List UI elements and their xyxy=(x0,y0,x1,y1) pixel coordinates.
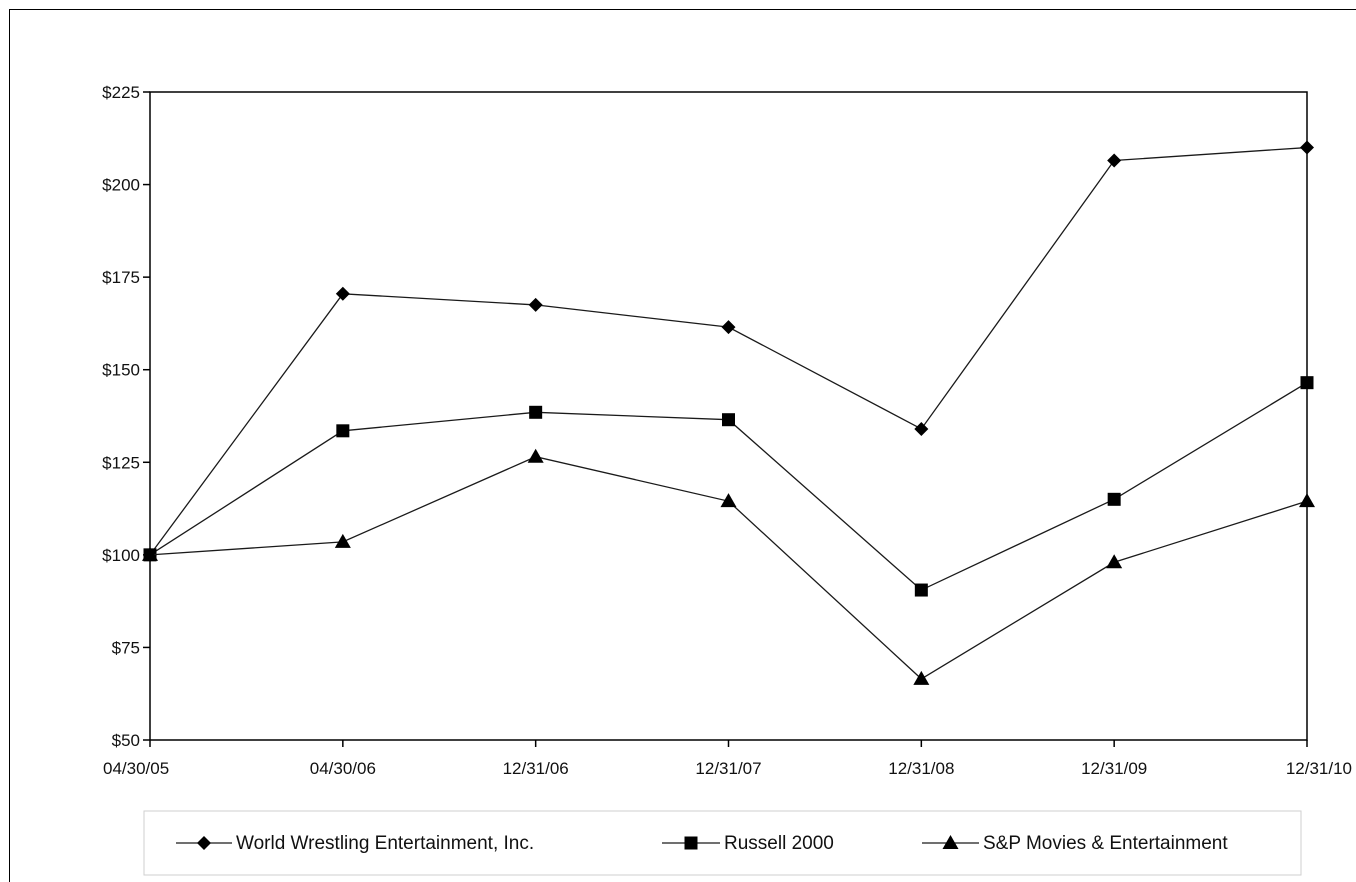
series-layer xyxy=(142,140,1315,685)
data-point-triangle xyxy=(1299,493,1315,508)
legend-item-square: Russell 2000 xyxy=(662,833,834,854)
legend-label: World Wrestling Entertainment, Inc. xyxy=(236,833,534,854)
data-point-triangle xyxy=(334,533,351,548)
chart-frame xyxy=(9,9,1356,882)
series-triangle xyxy=(142,448,1315,685)
y-axis: $50 $75 $100 $125 $150 $175 $200 $225 xyxy=(102,83,150,750)
y-tick-label: $150 xyxy=(102,361,140,380)
legend-marker-triangle xyxy=(942,835,959,849)
y-tick-label: $175 xyxy=(102,268,140,287)
legend-label: Russell 2000 xyxy=(724,833,834,854)
data-point-triangle xyxy=(913,670,930,685)
x-tick-label: 12/31/10 xyxy=(1286,759,1352,778)
legend: World Wrestling Entertainment, Inc. Russe… xyxy=(143,810,1302,876)
legend-marker-square xyxy=(684,836,698,850)
legend-label: S&P Movies & Entertainment xyxy=(983,833,1228,854)
x-tick-label: 04/30/06 xyxy=(310,759,376,778)
data-point-diamond xyxy=(528,297,543,312)
series-line-triangle xyxy=(149,456,1308,680)
y-tick-label: $225 xyxy=(102,83,140,102)
y-tick-label: $75 xyxy=(112,638,140,657)
x-tick-label: 04/30/05 xyxy=(103,759,169,778)
data-point-square xyxy=(1107,492,1121,506)
data-point-diamond xyxy=(1300,140,1314,155)
series-square xyxy=(143,376,1314,597)
data-point-square xyxy=(336,424,350,438)
data-point-square xyxy=(914,583,928,597)
data-point-square xyxy=(1300,376,1314,390)
y-tick-label: $50 xyxy=(112,731,140,750)
data-point-diamond xyxy=(335,286,350,301)
data-point-diamond xyxy=(914,421,929,436)
data-point-square xyxy=(529,405,543,419)
data-point-triangle xyxy=(142,546,158,561)
y-tick-label: $100 xyxy=(102,546,140,565)
legend-box xyxy=(143,810,1302,876)
x-tick-label: 12/31/07 xyxy=(695,759,761,778)
x-tick-label: 12/31/09 xyxy=(1081,759,1147,778)
data-point-square xyxy=(722,413,735,427)
legend-item-triangle: S&P Movies & Entertainment xyxy=(922,833,1228,854)
x-tick-label: 12/31/08 xyxy=(888,759,954,778)
data-point-diamond xyxy=(1107,153,1122,168)
x-axis: 04/30/05 04/30/06 12/31/06 12/31/07 12/31/08… xyxy=(103,740,1352,778)
data-point-diamond xyxy=(721,320,736,335)
data-point-triangle xyxy=(527,448,544,463)
data-point-triangle xyxy=(1106,554,1123,569)
data-point-triangle xyxy=(720,493,737,508)
y-tick-label: $125 xyxy=(102,453,140,472)
y-tick-label: $200 xyxy=(102,176,140,195)
x-tick-label: 12/31/06 xyxy=(503,759,569,778)
legend-item-diamond: World Wrestling Entertainment, Inc. xyxy=(176,833,534,854)
legend-marker-diamond xyxy=(197,836,211,850)
